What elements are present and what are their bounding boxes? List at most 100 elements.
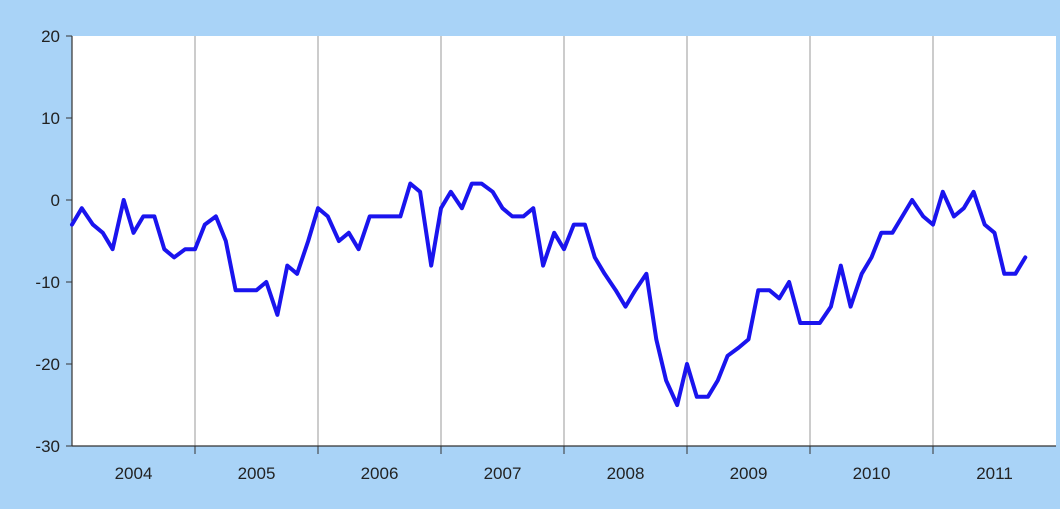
data-point: [234, 288, 238, 292]
data-point: [470, 182, 474, 186]
data-point: [869, 255, 874, 259]
x-tick-label: 2008: [607, 464, 645, 483]
data-point: [890, 231, 895, 235]
data-point: [603, 272, 607, 276]
data-point: [203, 223, 207, 227]
data-point: [941, 190, 945, 194]
data-point: [787, 280, 791, 284]
data-point: [275, 313, 279, 317]
data-point: [829, 305, 833, 309]
x-tick-label: 2010: [853, 464, 891, 483]
data-point: [70, 223, 74, 227]
data-point: [101, 231, 105, 235]
data-point: [337, 239, 341, 243]
data-point: [562, 247, 566, 251]
data-point: [583, 223, 587, 227]
data-point: [80, 206, 84, 210]
data-point: [122, 198, 126, 202]
data-point: [1002, 272, 1006, 276]
data-point: [685, 362, 689, 366]
data-point: [839, 264, 843, 268]
data-point: [460, 206, 464, 210]
y-tick-label: 20: [41, 27, 60, 46]
data-point: [593, 255, 597, 259]
data-point: [992, 231, 997, 235]
data-point: [952, 214, 956, 218]
data-point: [347, 231, 351, 235]
data-point: [224, 239, 228, 243]
x-tick-label: 2007: [484, 464, 522, 483]
data-point: [418, 190, 422, 194]
y-tick-label: -10: [35, 273, 60, 292]
data-point: [900, 214, 904, 218]
data-point: [368, 214, 372, 218]
data-point: [737, 346, 741, 350]
x-tick-label: 2009: [730, 464, 768, 483]
data-point: [983, 223, 987, 227]
data-point: [664, 378, 668, 382]
data-point: [818, 321, 822, 325]
axes: [66, 35, 1056, 454]
data-point: [931, 223, 935, 227]
data-point: [172, 255, 176, 259]
data-point: [306, 239, 310, 243]
data-point: [500, 206, 505, 210]
data-point: [521, 214, 526, 218]
data-point: [295, 272, 299, 276]
data-point: [879, 231, 883, 235]
x-tick-label: 2005: [238, 464, 276, 483]
data-point: [798, 321, 802, 325]
y-tick-label: -30: [35, 437, 60, 456]
data-point: [491, 190, 495, 194]
data-point: [767, 288, 772, 292]
data-point: [910, 198, 914, 202]
data-point: [860, 272, 864, 276]
x-tick-label: 2004: [115, 464, 153, 483]
data-point: [921, 214, 925, 218]
series-layer: [70, 181, 1028, 407]
data-point: [654, 337, 658, 341]
data-point: [552, 231, 556, 235]
x-tick-label: 2011: [976, 464, 1013, 483]
data-point: [633, 288, 637, 292]
y-tick-label: 0: [51, 191, 60, 210]
data-point: [316, 206, 320, 210]
data-point: [777, 296, 781, 300]
series-line: [70, 181, 1028, 407]
data-point: [716, 378, 720, 382]
data-point: [675, 403, 679, 407]
data-point: [1023, 255, 1027, 259]
data-point: [808, 321, 812, 325]
data-point: [398, 214, 402, 218]
data-point: [480, 182, 484, 186]
data-point: [1013, 272, 1018, 276]
data-point: [408, 182, 412, 186]
data-point: [193, 247, 197, 251]
data-point: [264, 280, 268, 284]
data-point: [706, 395, 710, 399]
data-point: [510, 214, 514, 218]
data-point: [429, 264, 433, 268]
data-point: [756, 288, 760, 292]
data-point: [214, 214, 218, 218]
data-point: [91, 223, 95, 227]
y-tick-label: 10: [41, 109, 60, 128]
data-point: [972, 190, 976, 194]
y-tick-label: -20: [35, 355, 60, 374]
data-point: [131, 231, 136, 235]
data-point: [726, 354, 730, 358]
data-point: [245, 288, 249, 292]
data-point: [254, 288, 259, 292]
x-tick-label: 2006: [361, 464, 399, 483]
data-point: [623, 305, 628, 309]
data-point: [644, 272, 649, 276]
data-point: [439, 206, 443, 210]
data-point: [111, 247, 115, 251]
data-point: [449, 190, 453, 194]
data-point: [962, 206, 966, 210]
data-point: [357, 247, 361, 251]
data-point: [572, 223, 576, 227]
data-point: [326, 214, 330, 218]
